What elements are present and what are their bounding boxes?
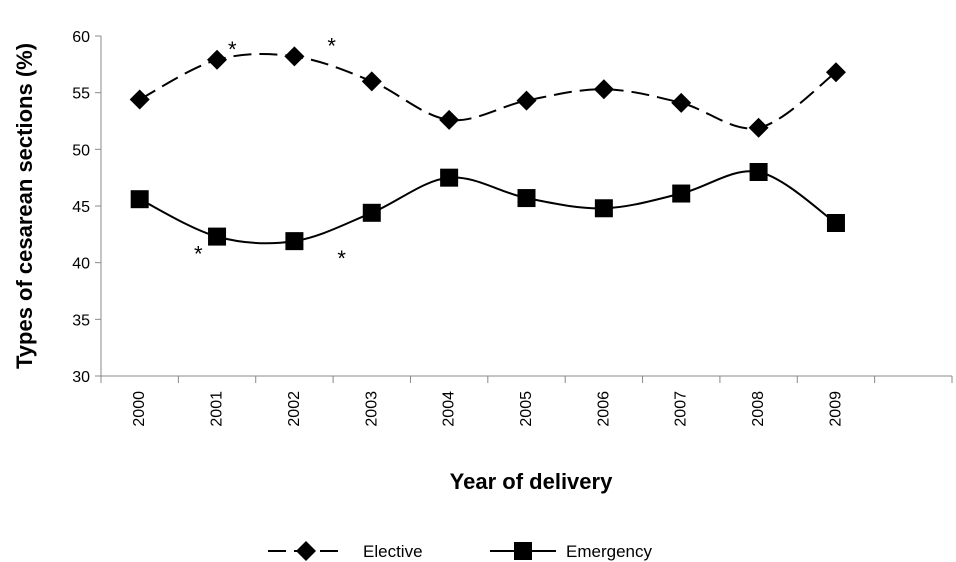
series-emergency	[130, 163, 845, 251]
emergency-point	[749, 163, 768, 181]
emergency-point	[440, 168, 459, 187]
y-tick-label: 30	[72, 369, 90, 386]
legend: Elective Emergency	[268, 541, 652, 561]
legend-label: Emergency	[566, 542, 652, 561]
elective-point	[593, 79, 614, 100]
y-axis-title: Types of cesarean sections (%)	[12, 43, 37, 369]
elective-point	[207, 49, 228, 70]
significance-marker: *	[228, 37, 237, 62]
y-tick-label: 60	[72, 29, 90, 46]
significance-marker: *	[194, 242, 203, 267]
x-tick-label: 2007	[673, 391, 690, 427]
y-tick-label: 35	[72, 312, 90, 329]
x-tick-label: 2005	[518, 391, 535, 427]
emergency-point	[362, 203, 381, 222]
x-tick-label: 2006	[595, 391, 612, 427]
y-tick-label: 45	[72, 199, 90, 216]
x-axis: 2000 2001 2002 2003 2004 2005 2006 2007 2008 2009	[100, 375, 953, 427]
emergency-point	[672, 184, 691, 203]
emergency-point	[517, 189, 536, 208]
emergency-point	[285, 232, 304, 251]
legend-marker-diamond	[296, 541, 316, 561]
legend-item-elective: Elective	[268, 541, 423, 561]
emergency-point	[130, 190, 149, 209]
elective-point	[748, 117, 769, 138]
x-tick-label: 2001	[209, 391, 226, 427]
y-axis: 30 35 40 45 50 55 60	[72, 29, 102, 386]
elective-point	[825, 62, 846, 83]
legend-marker-square	[514, 542, 532, 560]
significance-marker: *	[337, 246, 346, 271]
legend-item-emergency: Emergency	[490, 542, 652, 561]
series-elective	[129, 46, 846, 138]
x-tick-label: 2002	[286, 391, 303, 427]
elective-point	[129, 89, 150, 110]
x-tick-label: 2004	[441, 391, 458, 427]
emergency-point	[826, 214, 845, 232]
series-layer	[129, 46, 846, 251]
elective-point	[671, 92, 692, 113]
series-line-elective	[139, 52, 837, 130]
elective-point	[516, 90, 537, 111]
emergency-point	[208, 227, 227, 246]
y-tick-label: 55	[72, 86, 90, 103]
x-tick-label: 2003	[363, 391, 380, 427]
elective-point	[284, 46, 305, 67]
elective-point	[361, 71, 382, 92]
x-tick-label: 2008	[750, 391, 767, 427]
series-line-emergency	[139, 170, 837, 245]
significance-marker: *	[327, 33, 336, 58]
elective-point	[439, 109, 460, 130]
y-tick-label: 50	[72, 142, 90, 159]
legend-label: Elective	[363, 542, 423, 561]
emergency-point	[594, 199, 613, 218]
x-tick-label: 2000	[131, 391, 148, 427]
x-axis-title: Year of delivery	[450, 469, 613, 494]
x-tick-label: 2009	[827, 391, 844, 427]
annotation-layer: * * * *	[194, 33, 346, 271]
y-tick-label: 40	[72, 256, 90, 273]
